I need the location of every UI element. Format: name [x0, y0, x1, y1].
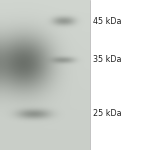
Text: 45 kDa: 45 kDa [93, 16, 122, 26]
Text: 35 kDa: 35 kDa [93, 56, 122, 64]
Text: 25 kDa: 25 kDa [93, 110, 122, 118]
